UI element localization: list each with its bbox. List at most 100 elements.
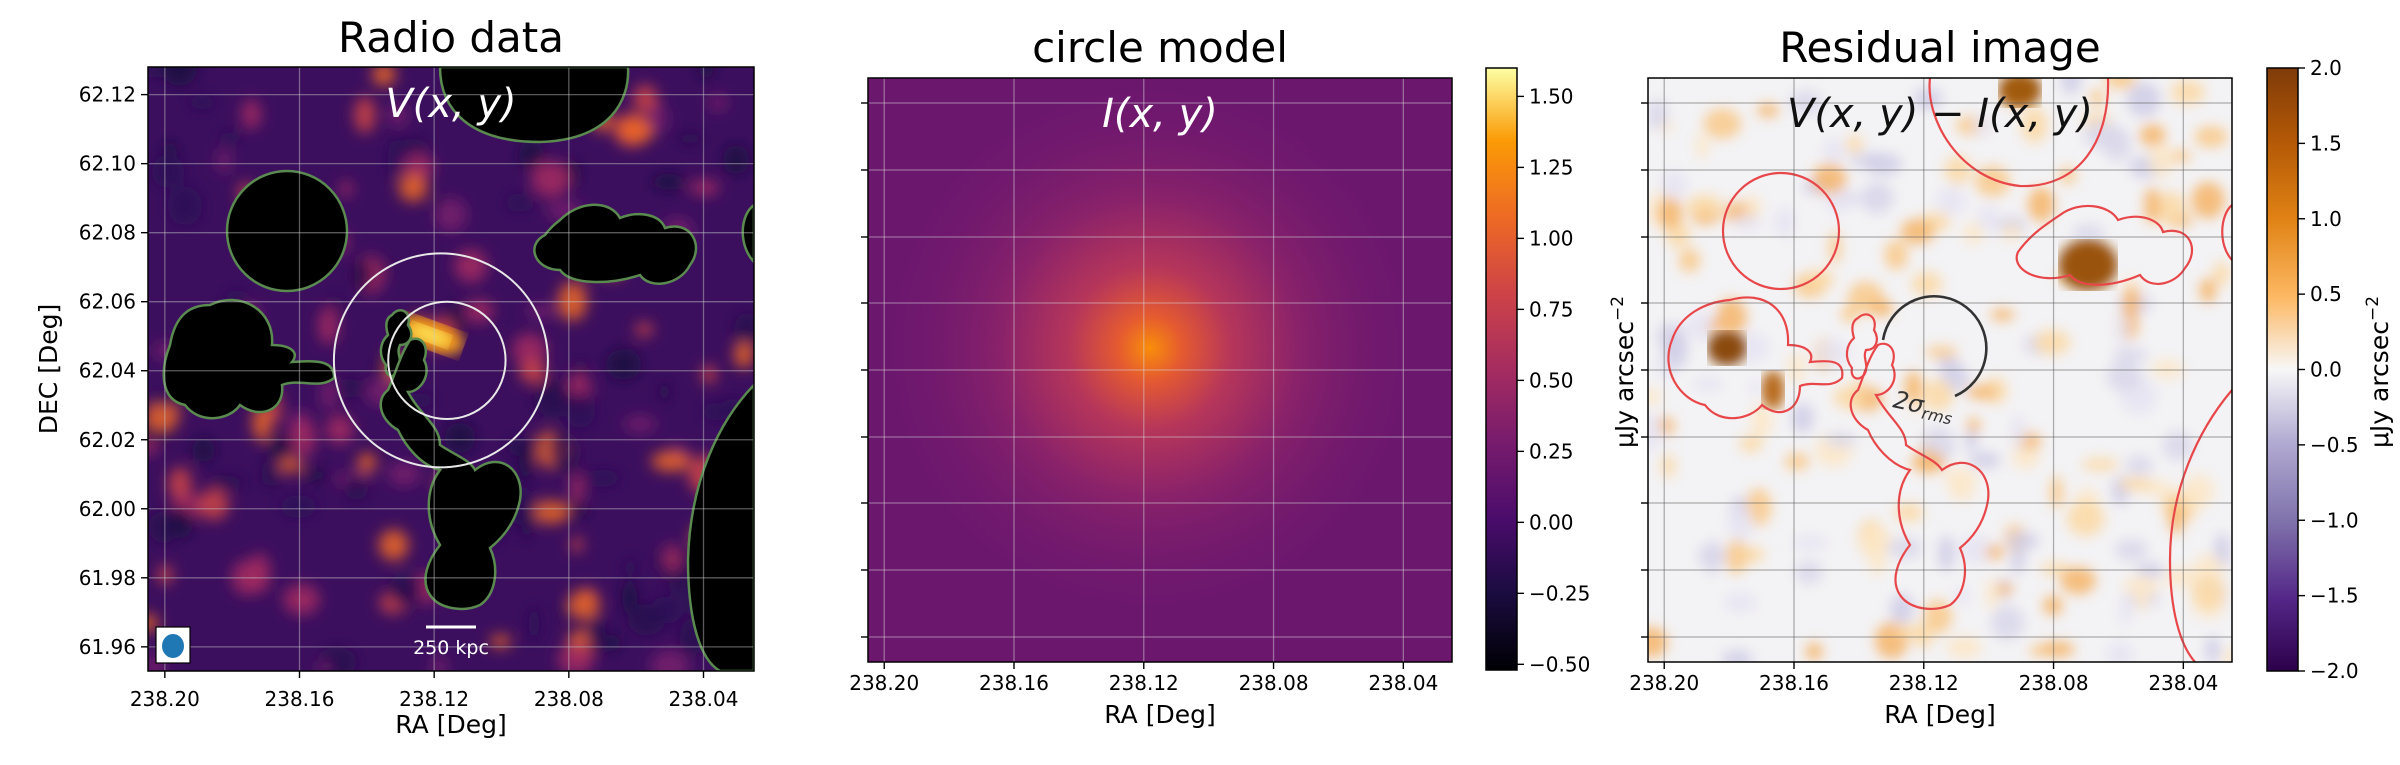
noise-blob <box>623 558 637 577</box>
noise-blob <box>1791 403 1815 433</box>
y-tick-label: 62.00 <box>79 497 136 521</box>
noise-blob <box>668 571 693 594</box>
noise-blob <box>635 322 654 337</box>
noise-blob <box>512 333 547 366</box>
panel-a-frame <box>147 66 755 672</box>
noise-blob <box>218 131 242 145</box>
noise-blob <box>2105 78 2137 90</box>
x-tick-label: 238.12 <box>399 687 469 711</box>
panel-b-title: circle model <box>1032 23 1288 72</box>
noise-blob <box>161 67 198 87</box>
noise-blob <box>1904 370 1922 404</box>
noise-blob <box>1936 186 1967 216</box>
noise-blob <box>723 144 750 175</box>
two-sigma-label: 2σrms <box>1890 385 1956 428</box>
noise-blob <box>1968 451 2001 469</box>
noise-blob <box>568 588 600 621</box>
panel-a-title: Radio data <box>338 13 564 62</box>
noise-blob <box>398 173 428 202</box>
model-peak-glow <box>880 78 1420 618</box>
noise-blob <box>2150 359 2184 379</box>
noise-blob <box>622 579 638 615</box>
panel-c-grid <box>1648 78 2232 662</box>
noise-blob <box>1894 624 1928 638</box>
noise-blob <box>646 103 668 134</box>
noise-blob <box>1946 635 1982 659</box>
noise-blob <box>658 380 671 403</box>
noise-blob <box>1911 451 1946 473</box>
noise-blob <box>1963 222 1984 245</box>
y-tick-label: 62.06 <box>79 290 136 314</box>
panel-c-ticks: 238.20 238.16 238.12 238.08 238.04 <box>1629 102 2218 695</box>
noise-blob <box>650 596 683 624</box>
noise-blob <box>698 67 714 80</box>
noise-blob <box>1914 87 1942 111</box>
noise-blob <box>288 418 316 457</box>
noise-blob <box>2135 562 2165 578</box>
noise-blob <box>1925 346 1958 359</box>
noise-blob <box>606 634 621 652</box>
x-tick-label: 238.16 <box>979 671 1049 695</box>
panel-c-colorbar <box>2266 67 2299 672</box>
noise-blob <box>570 473 584 505</box>
noise-blob <box>701 365 717 384</box>
colorbar-tick-label: −0.50 <box>1529 652 1590 676</box>
noise-blob <box>701 403 732 421</box>
noise-blob <box>325 414 354 445</box>
noise-blob <box>663 544 682 573</box>
noise-blob <box>651 173 685 191</box>
noise-blob <box>353 260 372 291</box>
noise-blob <box>2106 641 2134 662</box>
noise-blob <box>1648 414 1663 451</box>
panel-residual-image: Residual image 2σrms <box>1608 23 2394 729</box>
noise-blob <box>1773 207 1796 238</box>
x-tick-label: 238.16 <box>265 687 335 711</box>
panel-radio-data: Radio data <box>34 13 755 739</box>
x-tick-label: 238.08 <box>2019 671 2089 695</box>
noise-blob <box>334 378 365 398</box>
noise-blob <box>1648 626 1668 658</box>
noise-blob <box>1795 560 1823 584</box>
colorbar-tick-label: 0.50 <box>1529 368 1574 392</box>
y-tick-label: 61.98 <box>79 566 136 590</box>
noise-blob <box>2125 455 2154 476</box>
noise-blob <box>387 139 402 180</box>
noise-blob <box>1697 544 1728 568</box>
x-tick-label: 238.20 <box>130 687 200 711</box>
y-tick-label: 61.96 <box>79 635 136 659</box>
noise-blob <box>1695 132 1709 159</box>
noise-blob <box>518 139 544 169</box>
noise-blob <box>1664 331 1688 369</box>
noise-blob <box>519 443 532 483</box>
y-tick-label: 62.12 <box>79 83 136 107</box>
noise-blob <box>454 249 488 283</box>
noise-blob <box>280 494 317 519</box>
noise-blob <box>388 574 423 607</box>
noise-blob <box>650 649 690 671</box>
noise-blob <box>2006 531 2039 550</box>
colorbar-tick-label: 1.0 <box>2310 207 2342 231</box>
noise-blob <box>1721 650 1753 662</box>
noise-blob <box>1861 181 1894 214</box>
panel-c-annotation: V(x, y) − I(x, y) <box>1787 91 2093 137</box>
noise-blob <box>168 467 192 502</box>
noise-blob <box>570 537 584 553</box>
noise-blob <box>616 117 655 144</box>
noise-blob <box>1864 153 1902 176</box>
noise-blob <box>586 613 606 653</box>
colorbar-tick-label: −0.25 <box>1529 581 1590 605</box>
noise-blob <box>1808 269 1834 290</box>
noise-blob <box>1868 552 1886 576</box>
noise-blob <box>1841 305 1858 323</box>
noise-blob <box>317 660 331 671</box>
panel-b-image: I(x, y) <box>868 78 1452 662</box>
noise-blob <box>1789 90 1823 114</box>
noise-blob <box>734 312 754 351</box>
noise-blob <box>1746 488 1772 526</box>
noise-blob <box>2114 539 2149 562</box>
panel-b-grid <box>868 78 1452 662</box>
noise-blob <box>2106 361 2142 392</box>
noise-blob <box>2199 277 2217 303</box>
noise-blob <box>1886 536 1923 560</box>
x-tick-label: 238.04 <box>2148 671 2218 695</box>
